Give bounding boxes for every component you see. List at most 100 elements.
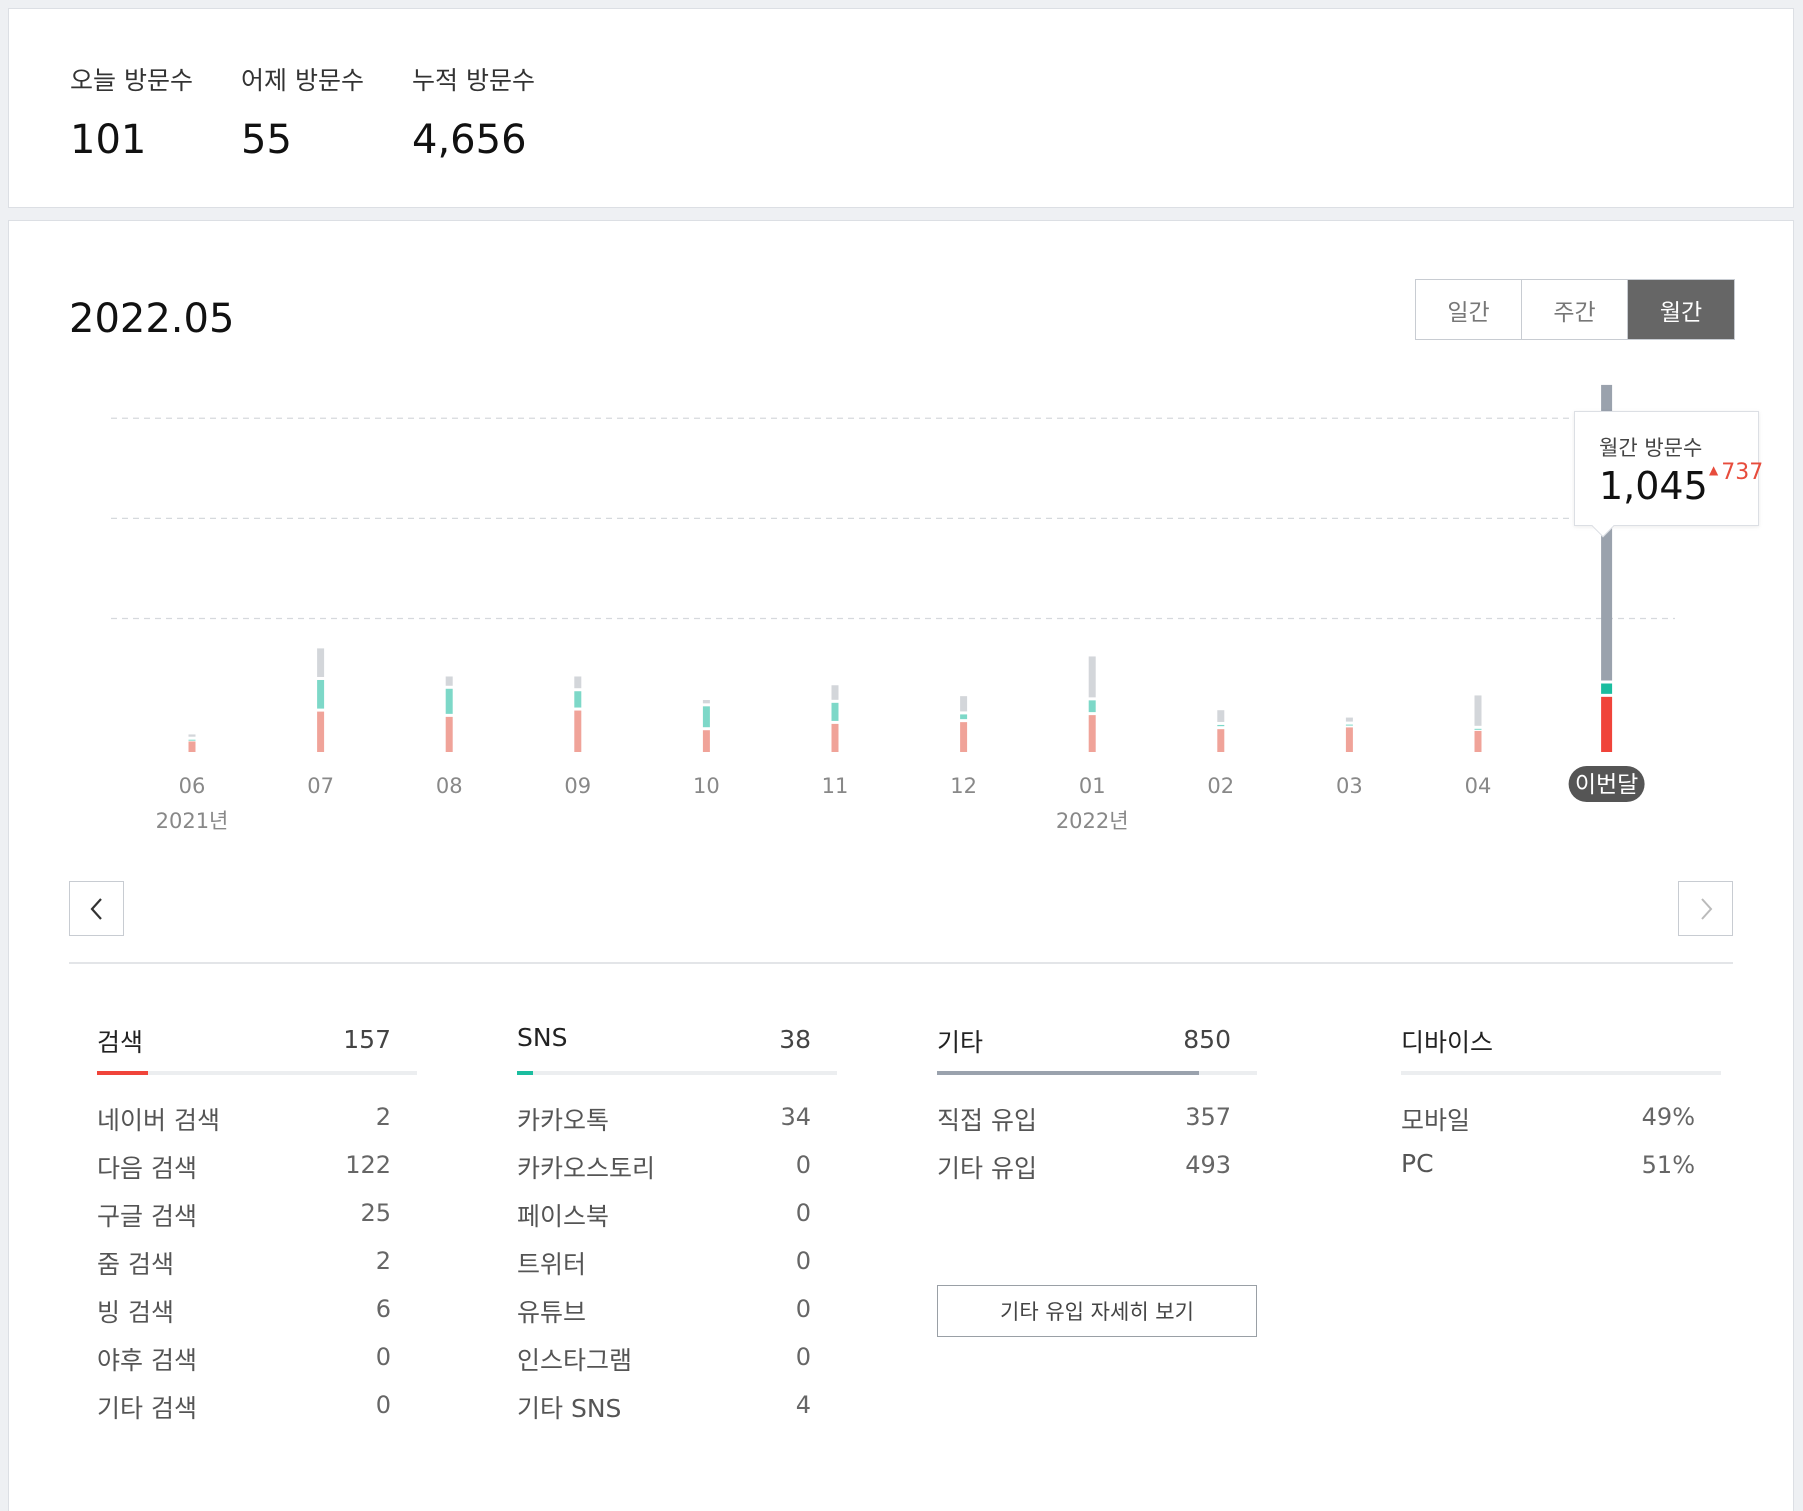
- bar-segment-sns[interactable]: [317, 679, 325, 709]
- row-label: 야후 검색: [97, 1346, 197, 1375]
- daily-tab[interactable]: 일간: [1416, 280, 1522, 339]
- bar-segment-other[interactable]: [960, 696, 968, 712]
- bar-segment-other[interactable]: [574, 676, 582, 689]
- row-value: 493: [1185, 1151, 1231, 1179]
- row-value: 0: [795, 1247, 811, 1275]
- row-value: 0: [375, 1391, 391, 1419]
- other-section-title: 기타: [937, 1028, 984, 1057]
- search-section-title: 검색: [97, 1028, 144, 1057]
- x-tick-label[interactable]: 02: [1207, 774, 1234, 798]
- tooltip-label: 월간 방문수: [1599, 436, 1703, 460]
- list-row: 기타 유입 493: [919, 1141, 1239, 1189]
- bar-segment-other[interactable]: [831, 685, 839, 700]
- bar-segment-sns[interactable]: [831, 702, 839, 721]
- chart-divider: [69, 962, 1733, 964]
- search-share-fill: [97, 1071, 149, 1075]
- next-period-button[interactable]: [1678, 881, 1733, 936]
- row-label: 직접 유입: [937, 1106, 1037, 1135]
- bar-segment-sns[interactable]: [1601, 683, 1613, 694]
- sns-share-fill: [517, 1071, 533, 1075]
- bar-segment-sns[interactable]: [960, 714, 968, 720]
- list-row: 모바일 49%: [1383, 1093, 1703, 1141]
- list-row: 구글 검색 25: [79, 1189, 399, 1237]
- current-month-badge[interactable]: [1568, 766, 1645, 802]
- row-label: 기타 유입: [937, 1154, 1037, 1183]
- bar-segment-search[interactable]: [188, 741, 196, 752]
- x-tick-label[interactable]: 03: [1336, 774, 1363, 798]
- bar-segment-sns[interactable]: [1088, 700, 1096, 713]
- monthly-visits-chart: 06 07 08 09 10 11 12 01 02 03 04 이번달 2021년 2022년: [111, 384, 1675, 833]
- list-row: 야후 검색 0: [79, 1333, 399, 1381]
- x-tick-label[interactable]: 12: [950, 774, 977, 798]
- bar-segment-other[interactable]: [1217, 710, 1225, 722]
- weekly-tab[interactable]: 주간: [1522, 280, 1628, 339]
- other-section: 기타 850 직접 유입 357 기타 유입 493 기타 유입 자세히 보기: [919, 1019, 1257, 1337]
- bar-segment-search[interactable]: [445, 716, 453, 752]
- bar-segment-search[interactable]: [1088, 715, 1096, 752]
- list-row: 다음 검색 122: [79, 1141, 399, 1189]
- monthly-tab[interactable]: 월간: [1628, 280, 1734, 339]
- list-row: 직접 유입 357: [919, 1093, 1239, 1141]
- bar-segment-search[interactable]: [1474, 730, 1482, 752]
- device-section-header: 디바이스: [1383, 1019, 1721, 1077]
- x-tick-label[interactable]: 11: [822, 774, 849, 798]
- period-toggle: 일간 주간 월간: [1415, 279, 1735, 340]
- x-tick-label[interactable]: 06: [179, 774, 206, 798]
- yesterday-visits: 어제 방문수 55: [241, 61, 364, 163]
- bar-segment-search[interactable]: [574, 710, 582, 752]
- x-tick-label[interactable]: 09: [564, 774, 591, 798]
- bar-segment-sns[interactable]: [1345, 724, 1353, 726]
- other-section-total: 850: [1183, 1025, 1231, 1054]
- x-tick-label[interactable]: 01: [1079, 774, 1106, 798]
- visit-stats-card: 2022.05 일간 주간 월간 06 07 08 09 10 11 12 01 02 03 04 이…: [8, 220, 1794, 1511]
- bar-segment-search[interactable]: [831, 723, 839, 752]
- bar-segment-other[interactable]: [317, 648, 325, 677]
- search-section-header: 검색 157: [79, 1019, 417, 1077]
- x-tick-label[interactable]: 04: [1465, 774, 1492, 798]
- row-label: 줌 검색: [97, 1250, 174, 1279]
- list-row: PC 51%: [1383, 1141, 1703, 1189]
- bar-segment-sns[interactable]: [445, 688, 453, 714]
- bar-segment-other[interactable]: [445, 676, 453, 686]
- bar-segment-other[interactable]: [1088, 656, 1096, 698]
- bar-segment-search[interactable]: [960, 722, 968, 752]
- other-inflow-detail-button[interactable]: 기타 유입 자세히 보기: [937, 1285, 1257, 1337]
- bar-segment-sns[interactable]: [1474, 728, 1482, 730]
- row-label: 다음 검색: [97, 1154, 197, 1183]
- bar-segment-search[interactable]: [1345, 727, 1353, 752]
- list-row: 네이버 검색 2: [79, 1093, 399, 1141]
- list-row: 기타 검색 0: [79, 1381, 399, 1429]
- list-row: 줌 검색 2: [79, 1237, 399, 1285]
- x-tick-label[interactable]: 07: [307, 774, 334, 798]
- list-row: 기타 SNS 4: [499, 1381, 819, 1429]
- list-row: 페이스북 0: [499, 1189, 819, 1237]
- x-tick-label[interactable]: 10: [693, 774, 720, 798]
- bar-segment-sns[interactable]: [574, 691, 582, 708]
- row-value: 0: [375, 1343, 391, 1371]
- bar-segment-other[interactable]: [188, 734, 196, 737]
- total-visits-label: 누적 방문수: [412, 66, 535, 95]
- device-divider: [1401, 1071, 1721, 1075]
- row-value: 0: [795, 1199, 811, 1227]
- x-tick-label[interactable]: 08: [436, 774, 463, 798]
- list-row: 인스타그램 0: [499, 1333, 819, 1381]
- list-row: 빙 검색 6: [79, 1285, 399, 1333]
- tooltip-value: 1,045: [1599, 464, 1708, 508]
- bar-segment-search[interactable]: [317, 711, 325, 752]
- arrow-up-icon: ▲: [1709, 463, 1719, 477]
- bar-segment-search[interactable]: [702, 730, 710, 752]
- prev-period-button[interactable]: [69, 881, 124, 936]
- tooltip-delta: ▲ 737: [1709, 460, 1763, 485]
- bar-segment-sns[interactable]: [188, 739, 196, 741]
- bar-segment-search[interactable]: [1601, 696, 1613, 752]
- bar-segment-other[interactable]: [1474, 695, 1482, 726]
- bar-segment-search[interactable]: [1217, 729, 1225, 752]
- chevron-right-icon: [1700, 897, 1712, 920]
- bar-segment-other[interactable]: [1345, 717, 1353, 722]
- list-row: 카카오스토리 0: [499, 1141, 819, 1189]
- bar-segment-other[interactable]: [702, 700, 710, 704]
- row-value: 357: [1185, 1103, 1231, 1131]
- sns-section: SNS 38 카카오톡 34 카카오스토리 0 페이스북 0 트위터 0 유튜브 0 인스타그램 0 기…: [499, 1019, 837, 1429]
- bar-segment-sns[interactable]: [1217, 724, 1225, 727]
- bar-segment-sns[interactable]: [702, 706, 710, 728]
